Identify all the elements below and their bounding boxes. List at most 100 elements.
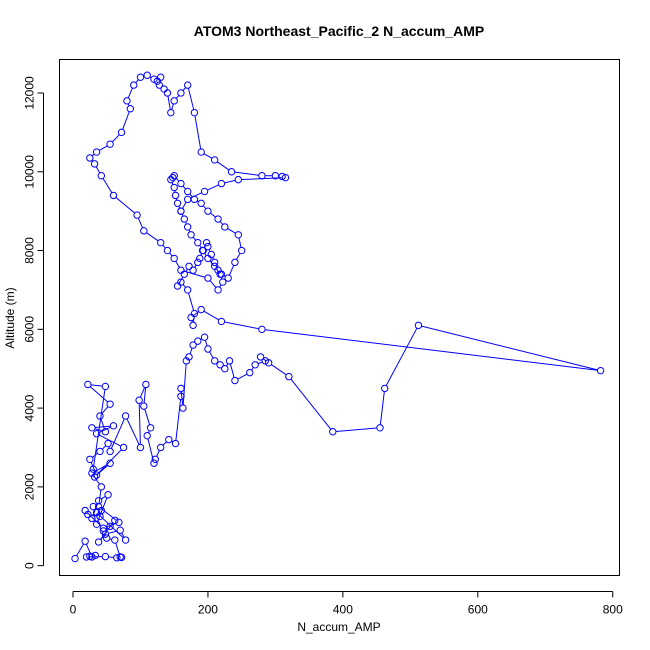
- data-point: [177, 384, 185, 393]
- data-point: [104, 439, 112, 448]
- series-segment: [236, 253, 241, 260]
- data-point: [258, 325, 266, 334]
- data-point: [251, 361, 259, 369]
- data-point: [92, 148, 101, 156]
- series-segment: [227, 228, 236, 234]
- series-segment: [175, 260, 180, 268]
- data-point: [106, 140, 114, 148]
- data-point: [86, 552, 94, 560]
- data-point: [151, 455, 160, 464]
- data-point: [210, 262, 219, 270]
- x-axis-label: N_accum_AMP: [297, 620, 380, 634]
- series-segment: [93, 389, 106, 467]
- data-point: [92, 520, 101, 528]
- data-point: [94, 538, 103, 546]
- data-point: [177, 89, 185, 97]
- data-point: [96, 512, 104, 521]
- data-point: [183, 81, 192, 89]
- data-point: [146, 424, 155, 432]
- series-segment: [421, 325, 598, 371]
- data-point: [210, 357, 219, 365]
- data-point: [81, 506, 89, 515]
- data-point: [88, 424, 96, 432]
- y-tick-label: 12000: [23, 76, 37, 110]
- data-point: [140, 227, 148, 235]
- series-segment: [234, 171, 259, 176]
- data-point: [106, 447, 114, 456]
- data-point: [96, 447, 104, 456]
- data-point: [190, 108, 199, 117]
- data-point: [89, 502, 97, 511]
- data-point: [190, 309, 199, 318]
- data-point: [196, 254, 204, 263]
- data-point: [116, 526, 124, 534]
- plot-frame: [59, 59, 620, 576]
- data-point: [106, 459, 114, 467]
- series-segment: [111, 134, 120, 143]
- series-segment: [171, 103, 174, 110]
- series-segment: [251, 367, 254, 371]
- data-point: [217, 317, 226, 326]
- data-point: [116, 553, 124, 561]
- series-segment: [108, 556, 114, 558]
- data-point: [180, 215, 189, 223]
- series-segment: [98, 489, 102, 504]
- data-point: [171, 191, 180, 200]
- series-segment: [139, 387, 146, 398]
- data-point: [173, 282, 182, 290]
- data-point: [86, 455, 94, 464]
- data-point: [256, 353, 265, 361]
- data-point: [91, 551, 99, 560]
- data-point: [101, 382, 110, 391]
- series-segment: [216, 268, 219, 272]
- data-point: [135, 396, 143, 404]
- data-point: [97, 171, 106, 180]
- data-point: [173, 199, 182, 207]
- series-segment: [137, 217, 144, 229]
- data-point: [177, 392, 185, 400]
- series-segment: [100, 418, 105, 429]
- series-segment: [85, 543, 92, 555]
- series-segment: [204, 340, 208, 347]
- data-point: [329, 428, 337, 436]
- data-point: [179, 404, 187, 412]
- data-point: [376, 424, 384, 432]
- series-segment: [229, 363, 235, 378]
- data-point: [81, 537, 89, 545]
- series-segment: [209, 351, 214, 359]
- series-segment: [224, 321, 259, 330]
- data-point: [237, 246, 246, 255]
- data-point: [210, 156, 219, 164]
- series-segment: [101, 496, 106, 500]
- data-point: [157, 238, 165, 247]
- data-point: [381, 384, 389, 393]
- data-point: [106, 522, 114, 530]
- series-segment: [100, 536, 104, 540]
- series-segment: [101, 445, 107, 450]
- data-point: [202, 238, 211, 247]
- data-point: [183, 223, 192, 231]
- data-point: [111, 516, 119, 525]
- series-lines: [76, 75, 598, 558]
- series-segment: [385, 327, 418, 386]
- series-segment: [92, 452, 98, 458]
- series-segment: [189, 193, 193, 198]
- data-point: [187, 313, 195, 322]
- data-point: [119, 443, 128, 452]
- data-point: [160, 85, 168, 93]
- data-point: [194, 258, 202, 267]
- data-point: [185, 353, 193, 361]
- data-point: [197, 305, 205, 314]
- data-point: [200, 187, 209, 196]
- data-point: [121, 412, 130, 420]
- x-tick-label: 800: [603, 603, 623, 617]
- y-axis-label: Altitude (m): [3, 287, 17, 348]
- data-point: [90, 160, 99, 168]
- series-segment: [121, 532, 125, 538]
- data-point: [214, 286, 222, 294]
- series-segment: [178, 276, 184, 284]
- data-point: [194, 337, 202, 345]
- data-point: [142, 380, 150, 389]
- series-segment: [95, 425, 111, 428]
